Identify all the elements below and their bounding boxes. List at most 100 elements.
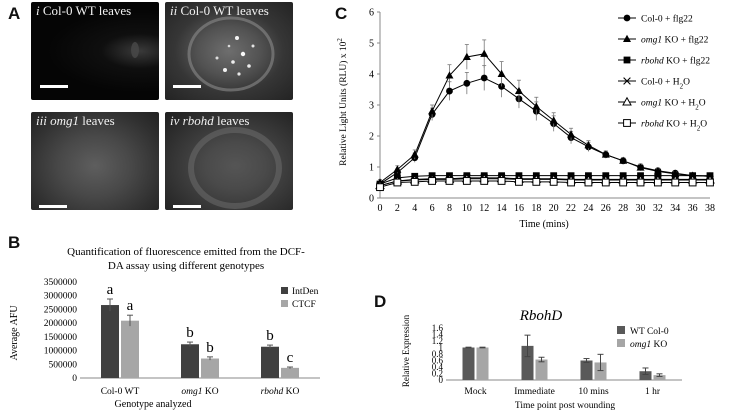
micrograph-iv-texture (188, 127, 282, 209)
chart-c-point (636, 163, 645, 171)
chart-b-category-label: Col-0 WT (101, 387, 140, 397)
chart-c-legend-label: rbohd KO + H2O (641, 120, 707, 133)
panel-label-b: B (8, 233, 21, 252)
chart-c-point (623, 56, 631, 64)
chart-b-legend-label: CTCF (292, 300, 316, 310)
chart-b-significance-letter: c (287, 350, 294, 366)
chart-c-point (497, 69, 506, 77)
micrograph-ii: ii Col-0 WT leaves (165, 2, 293, 100)
chart-c-legend-label: rbohd KO + flg22 (641, 56, 710, 67)
chart-c-point (622, 96, 632, 106)
chart-c-point (671, 178, 680, 187)
chart-c-ytick-label: 4 (369, 70, 374, 81)
chart-c-point (462, 177, 471, 185)
chart-c-point (480, 177, 489, 185)
chart-c-xtick-label: 16 (514, 203, 524, 214)
chart-c-point (446, 87, 453, 95)
chart-c-xtick-label: 32 (653, 203, 663, 214)
chart-c-point (584, 141, 593, 149)
micrograph-i-scalebar (40, 85, 68, 88)
chart-b-ytick-label: 0 (72, 374, 77, 384)
chart-c-ytick-label: 1 (369, 163, 374, 174)
chart-c-xtick-label: 20 (549, 203, 559, 214)
chart-c-point (514, 86, 523, 95)
chart-c-xtick-label: 12 (479, 203, 489, 214)
chart-c-ylabel: Relative Light Units (RLU) x 102 (336, 38, 349, 166)
chart-b-significance-letter: a (127, 298, 134, 314)
chart-c-point (410, 177, 419, 186)
micrograph-iv: iv rbohd leaves (165, 112, 293, 210)
chart-b-ylabel: Average AFU (9, 305, 20, 361)
chart-c-legend-label: Col-0 + H2O (641, 78, 690, 91)
chart-c-point (480, 49, 489, 57)
chart-c-point (623, 14, 631, 22)
chart-d-legend-label: omg1 KO (630, 340, 667, 350)
chart-c-legend-label: omg1 KO + H2O (641, 99, 706, 112)
chart-b-ytick-label: 3500000 (44, 278, 78, 288)
chart-c-xtick-label: 10 (462, 203, 472, 214)
chart-d-bar (476, 347, 489, 380)
chart-c-ytick-label: 5 (369, 39, 374, 50)
chart-c-series-line (379, 53, 711, 183)
chart-b-bar (121, 320, 139, 378)
chart-c-point (532, 102, 541, 110)
chart-c-point (393, 178, 402, 187)
chart-c-xtick-label: 4 (412, 203, 417, 214)
chart-c-point (480, 74, 488, 82)
chart-d-bar (580, 360, 593, 380)
chart-c-xtick-label: 14 (497, 203, 507, 214)
chart-b-ytick-label: 3000000 (44, 292, 78, 302)
chart-d-bar (594, 362, 607, 380)
chart-c-xtick-label: 26 (601, 203, 611, 214)
chart-c-point (601, 150, 610, 158)
chart-c-legend-label: omg1 KO + flg22 (641, 35, 709, 46)
chart-b-significance-letter: b (266, 328, 274, 344)
chart-c-xtick-label: 6 (430, 203, 435, 214)
micrograph-i-caption: i Col-0 WT leaves (36, 3, 132, 18)
chart-c-point (497, 177, 506, 185)
chart-d-bar (639, 371, 652, 380)
chart-c-xtick-label: 24 (583, 203, 593, 214)
chart-c-xtick-label: 28 (618, 203, 628, 214)
chart-c-point (601, 178, 610, 187)
chart-b-bar (261, 346, 279, 378)
chart-c-point (549, 177, 558, 186)
micrograph-ii-scalebar (173, 85, 201, 88)
chart-c-xtick-label: 34 (670, 203, 680, 214)
chart-d-category-label: Mock (464, 387, 486, 397)
chart-d-ytick-label: 0.8 (432, 349, 444, 359)
chart-d-ylabel: Relative Expression (401, 314, 411, 387)
chart-c-point (567, 178, 575, 187)
chart-d-ytick-label: 0 (439, 375, 444, 385)
micrograph-ii-caption: ii Col-0 WT leaves (170, 3, 269, 18)
chart-c-xtick-label: 36 (688, 203, 698, 214)
chart-c-point (623, 119, 631, 127)
chart-c-ytick-label: 3 (369, 101, 374, 112)
micrograph-iv-caption: iv rbohd leaves (170, 113, 250, 128)
micrograph-iii-caption: iii omg1 leaves (36, 113, 115, 128)
chart-b-significance-letter: a (107, 282, 114, 298)
chart-c-xtick-label: 22 (566, 203, 576, 214)
chart-d-bar (521, 345, 534, 380)
chart-d-title: RbohD (519, 308, 563, 324)
chart-b-category-label: omg1 KO (181, 387, 218, 397)
micrograph-i-texture (131, 42, 139, 58)
chart-c-xtick-label: 38 (705, 203, 715, 214)
chart-c-point (515, 177, 523, 186)
chart-c-point (706, 178, 714, 187)
chart-b-legend-label: IntDen (292, 287, 319, 297)
chart-c-point (428, 107, 437, 115)
micrograph-ii-texture (187, 16, 275, 92)
chart-c-point (376, 183, 384, 192)
panel-label-d: D (374, 292, 387, 311)
chart-c-xtick-label: 30 (636, 203, 646, 214)
chart-d-category-label: 10 mins (578, 387, 609, 397)
chart-b-ytick-label: 500000 (49, 360, 78, 370)
chart-b-legend-swatch (281, 287, 288, 294)
chart-c-ytick-label: 6 (369, 8, 374, 19)
chart-b-bar (281, 367, 299, 378)
chart-c-xtick-label: 8 (447, 203, 452, 214)
